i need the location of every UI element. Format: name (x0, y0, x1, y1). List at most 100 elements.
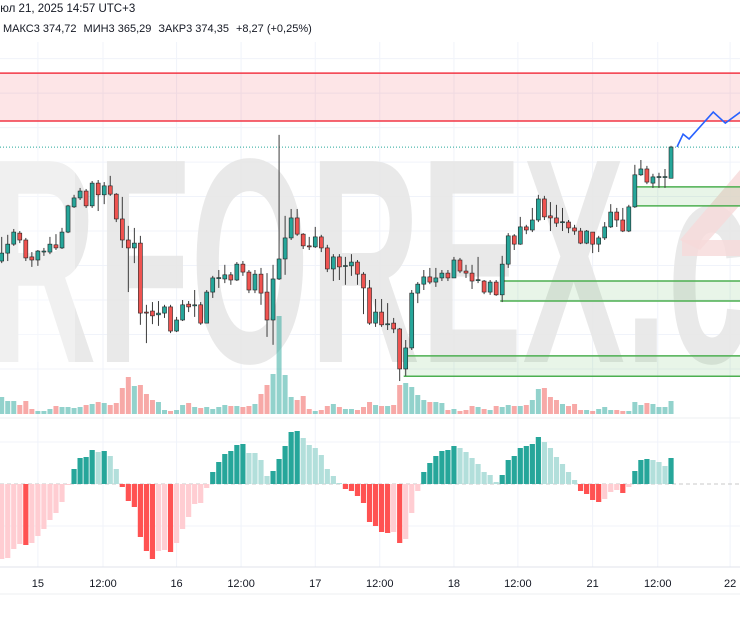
histogram-bar (475, 464, 481, 484)
volume-bar (119, 388, 125, 414)
histogram-bar (620, 484, 626, 493)
time-tick-label: 22 (724, 578, 736, 590)
histogram-bar (330, 476, 336, 484)
histogram-bar (173, 484, 180, 543)
candle-up (282, 237, 288, 260)
histogram-bar (336, 483, 342, 484)
candle-down (391, 322, 396, 330)
volume-bar (427, 402, 433, 414)
candle-up (41, 250, 47, 253)
histogram-bar (143, 484, 150, 551)
histogram-bar (167, 484, 174, 552)
histogram-bar (397, 484, 403, 543)
histogram-bar (354, 484, 361, 496)
time-axis[interactable] (0, 567, 740, 594)
volume-bar (77, 407, 83, 414)
volume-bar (403, 383, 409, 414)
histogram-bar (439, 451, 445, 484)
candle-up (180, 304, 185, 321)
candle-up (216, 277, 222, 279)
legend-change: +8,27 (+0,25%) (235, 23, 312, 35)
histogram-bar (83, 457, 89, 484)
histogram-bar (421, 472, 427, 484)
volume-bar (216, 407, 222, 414)
volume-bar (264, 385, 270, 414)
volume-bar (288, 397, 294, 414)
histogram-bar (445, 450, 451, 484)
candle-down (138, 242, 143, 314)
histogram-bar (119, 484, 125, 487)
volume-bar (445, 410, 451, 414)
histogram-bar (318, 455, 324, 484)
zones (0, 72, 740, 377)
candle-up (101, 185, 107, 196)
candle-up (0, 252, 4, 262)
histogram-bar (511, 456, 517, 484)
candle-down (246, 271, 252, 291)
candle-down (198, 304, 203, 324)
volume-bar (541, 388, 547, 414)
candle-up (385, 323, 390, 326)
histogram-bar (505, 460, 511, 484)
volume-bar (397, 385, 403, 414)
volume-bar (71, 408, 77, 414)
volume-bar (240, 407, 246, 414)
histogram-bar (366, 484, 373, 522)
support-zone (500, 281, 740, 302)
candle-up (234, 263, 240, 281)
candle-up (560, 221, 565, 224)
histogram-bar (288, 432, 294, 484)
volume-bar (5, 401, 11, 414)
legend-low: МИН3 365,29 (83, 23, 152, 35)
candle-down (53, 244, 59, 249)
volume-bar (234, 406, 240, 414)
candle-up (174, 319, 179, 332)
time-tick-label: 18 (448, 578, 460, 590)
volume-bar (487, 410, 493, 414)
histogram-bar (240, 444, 246, 484)
watermark-logo: RFOREX.c (0, 99, 740, 425)
support-zone (632, 186, 740, 206)
volume-bar (192, 407, 198, 414)
volume-bar (294, 400, 300, 414)
histogram-bar (451, 446, 457, 484)
volume-bar (415, 395, 421, 414)
candle-up (439, 272, 445, 279)
histogram-bar (632, 471, 638, 484)
histogram-bar (282, 446, 288, 484)
candle-up (89, 182, 95, 207)
volume-bar (354, 410, 360, 414)
candle-down (445, 272, 451, 279)
histogram-bar (668, 458, 674, 484)
volume-bar (204, 407, 210, 414)
volume-bar (517, 406, 523, 414)
time-tick-label: 21 (587, 578, 599, 590)
candle-down (325, 247, 330, 270)
volume-bar (318, 410, 324, 414)
volume-bar (252, 404, 258, 414)
candle-up (71, 197, 77, 208)
volume-bar (17, 405, 23, 414)
histogram-bar (596, 484, 602, 502)
volume-bar (282, 375, 288, 414)
candle-down (379, 311, 384, 326)
histogram-bar (378, 484, 385, 532)
volume-bar (155, 402, 161, 414)
volume-bar (620, 411, 626, 414)
volume-bar (590, 411, 596, 414)
histogram-bar (204, 484, 210, 488)
volume-bar (578, 410, 584, 414)
histogram-bar (535, 437, 541, 484)
volume-bar (391, 405, 397, 414)
histogram-bar (602, 484, 608, 499)
candle-down (481, 280, 487, 293)
candle-down (186, 303, 191, 308)
candle-up (11, 231, 17, 245)
candle-up (210, 277, 216, 293)
candle-down (126, 239, 131, 249)
histogram-bar (270, 471, 276, 484)
histogram-bar (481, 472, 487, 484)
candle-up (596, 237, 601, 245)
volume-bar (535, 389, 541, 414)
